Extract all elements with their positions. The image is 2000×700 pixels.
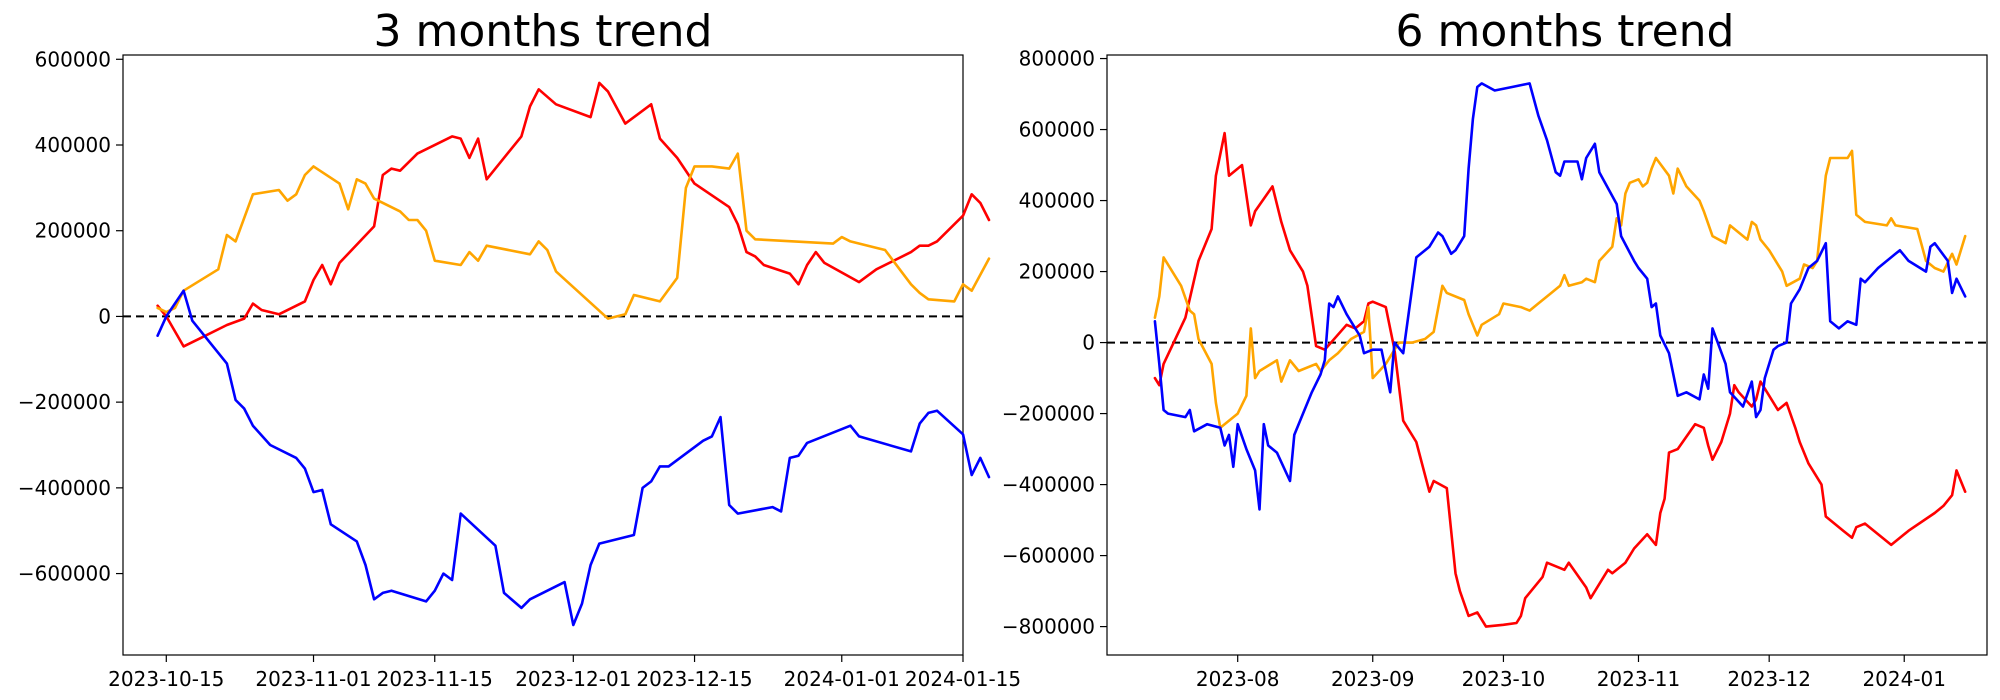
series-line (1153, 149, 1967, 430)
y-axis: −800000 −600000 −400000 −200000 0 200000 40000… (1002, 47, 1107, 639)
x-tick-label: 2024-01 (1862, 667, 1946, 691)
y-tick-label: −600000 (1002, 544, 1095, 568)
x-tick-label: 2023-10 (1462, 667, 1546, 691)
series-lines (1153, 82, 1967, 628)
series-line (156, 152, 991, 320)
x-tick-label: 2024-01-15 (905, 667, 1021, 691)
plot-frame (122, 54, 964, 656)
chart-6-months: 6 months trend 2023-08 2023-09 2023-10 2023… (1002, 6, 1988, 691)
y-tick-label: 200000 (1019, 260, 1095, 284)
x-tick-label: 2024-01-01 (784, 667, 900, 691)
y-tick-label: 400000 (1019, 189, 1095, 213)
y-tick-label: −600000 (18, 562, 111, 586)
x-axis: 2023-10-15 2023-11-01 2023-11-15 2023-12-01… (108, 655, 1021, 691)
y-axis: −600000 −400000 −200000 0 200000 400000 600000 (18, 47, 123, 586)
y-tick-label: 0 (1082, 331, 1095, 355)
series-line (156, 81, 991, 348)
series-line (1153, 82, 1967, 511)
x-tick-label: 2023-08 (1196, 667, 1280, 691)
series-line (156, 289, 991, 627)
y-tick-label: 0 (98, 304, 111, 328)
x-axis: 2023-08 2023-09 2023-10 2023-11 2023-12 2024-… (1196, 655, 1946, 691)
x-tick-label: 2023-11-01 (255, 667, 371, 691)
x-tick-label: 2023-10-15 (108, 667, 224, 691)
x-tick-label: 2023-12 (1727, 667, 1811, 691)
x-tick-label: 2023-12-01 (515, 667, 631, 691)
y-tick-label: 200000 (35, 219, 111, 243)
x-tick-label: 2023-09 (1331, 667, 1415, 691)
chart-title: 6 months trend (1396, 6, 1735, 57)
y-tick-label: −200000 (1002, 402, 1095, 426)
y-tick-label: −400000 (18, 476, 111, 500)
x-tick-label: 2023-12-15 (636, 667, 752, 691)
y-tick-label: −400000 (1002, 473, 1095, 497)
y-tick-label: 400000 (35, 133, 111, 157)
chart-3-months: 3 months trend 2023-10-15 2023-11-01 2023-… (18, 6, 1021, 691)
y-tick-label: −200000 (18, 390, 111, 414)
x-tick-label: 2023-11 (1597, 667, 1681, 691)
plot-frame (1106, 54, 1988, 656)
chart-title: 3 months trend (374, 6, 713, 57)
y-tick-label: 600000 (1019, 118, 1095, 142)
y-tick-label: −800000 (1002, 615, 1095, 639)
series-lines (156, 81, 991, 627)
y-tick-label: 800000 (1019, 47, 1095, 71)
x-tick-label: 2023-11-15 (377, 667, 493, 691)
y-tick-label: 600000 (35, 47, 111, 71)
series-line (1153, 131, 1967, 628)
